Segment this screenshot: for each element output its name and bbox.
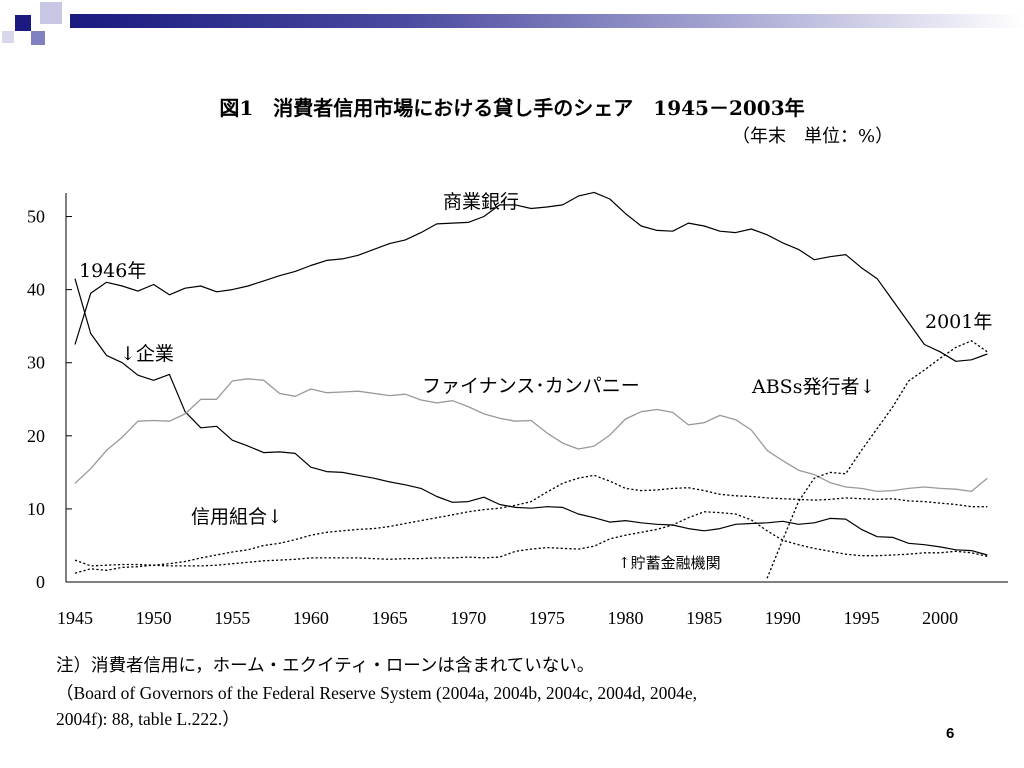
series-line-4 (766, 340, 988, 579)
x-tick-label: 1995 (843, 608, 879, 628)
x-tick-label: 1975 (529, 608, 565, 628)
y-tick-label: 30 (27, 353, 45, 373)
decor-square (31, 31, 45, 45)
header-decoration (0, 0, 1024, 50)
annotation-abs-issuers: ABSs発行者↓ (751, 376, 875, 398)
y-tick-label: 10 (27, 499, 45, 519)
x-axis-ticks: 1945 1950 1955 1960 1965 1970 1975 1980 1985 1990… (57, 608, 958, 628)
decor-square (15, 15, 31, 31)
x-tick-label: 1980 (608, 608, 644, 628)
y-tick-label: 0 (36, 572, 45, 592)
series-lines (74, 191, 988, 579)
annotation-business: ↓企業 (120, 343, 174, 365)
decor-square (40, 2, 62, 24)
series-line-2 (74, 378, 988, 493)
x-tick-label: 1990 (765, 608, 801, 628)
y-axis-ticks: 0 10 20 30 40 50 (27, 207, 72, 592)
annotation-finance-companies: ファイナンス･カンパニー (422, 375, 640, 397)
annotation-1946: 1946年 (79, 260, 146, 282)
annotation-savings-institutions: ↑貯蓄金融機関 (618, 554, 721, 572)
x-tick-label: 1945 (57, 608, 93, 628)
note-line-1: 注）消費者信用に，ホーム・エクイティ・ローンは含まれていない。 (56, 655, 595, 675)
x-tick-label: 1970 (450, 608, 486, 628)
note-line-2: （Board of Governors of the Federal Reser… (56, 683, 698, 703)
series-line-5 (74, 511, 988, 567)
y-tick-label: 40 (27, 280, 45, 300)
series-line-1 (74, 278, 988, 556)
x-tick-label: 1985 (686, 608, 722, 628)
x-tick-label: 1950 (136, 608, 172, 628)
x-tick-label: 1965 (372, 608, 408, 628)
x-tick-label: 2000 (922, 608, 958, 628)
series-line-0 (74, 191, 988, 362)
y-tick-label: 50 (27, 207, 45, 227)
y-tick-label: 20 (27, 426, 45, 446)
x-tick-label: 1960 (293, 608, 329, 628)
chart-subtitle: （年末 単位：%） (732, 126, 894, 147)
series-line-3 (74, 474, 988, 574)
note-line-3: 2004f): 88, table L.222.） (56, 709, 240, 729)
annotation-credit-unions: 信用組合↓ (191, 506, 283, 528)
decor-square (2, 31, 14, 43)
header-gradient-bar (70, 14, 1024, 28)
x-tick-label: 1955 (214, 608, 250, 628)
annotation-commercial-banks: 商業銀行 (443, 191, 519, 213)
page-number: 6 (946, 725, 955, 742)
annotation-2001: 2001年 (925, 311, 992, 333)
chart-title: 図1 消費者信用市場における貸し手のシェア 1945－2003年 (219, 96, 805, 120)
